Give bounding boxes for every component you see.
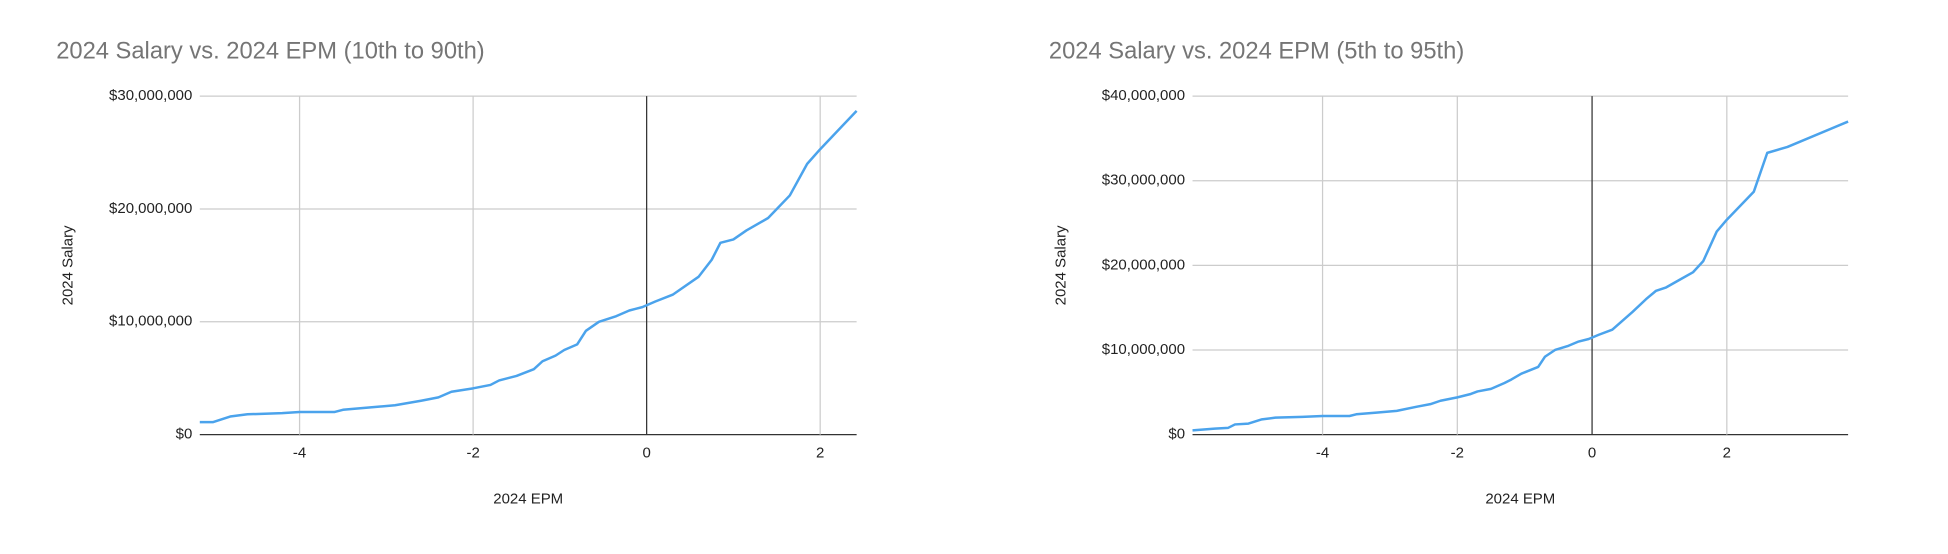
y-tick-label: $30,000,000 <box>1102 172 1185 189</box>
y-tick-label: $40,000,000 <box>1102 87 1185 104</box>
y-tick-label: $0 <box>176 426 193 443</box>
y-tick-label: $20,000,000 <box>109 200 192 217</box>
line-series <box>199 109 858 424</box>
y-tick-label: $20,000,000 <box>1102 256 1185 273</box>
chart-title: 2024 Salary vs. 2024 EPM (10th to 90th) <box>56 39 485 65</box>
x-tick-label: -2 <box>466 444 479 461</box>
x-axis-label: 2024 EPM <box>1485 490 1555 507</box>
line-series <box>1192 120 1849 432</box>
x-tick-label: 0 <box>642 444 650 461</box>
x-tick-label: 2 <box>816 444 824 461</box>
y-tick-label: $0 <box>1168 426 1185 443</box>
x-tick-label: -4 <box>1316 444 1329 461</box>
y-axis-label: 2024 Salary <box>60 225 77 305</box>
y-tick-label: $10,000,000 <box>1102 341 1185 358</box>
x-tick-label: 0 <box>1588 444 1596 461</box>
y-axis-label: 2024 Salary <box>1052 225 1069 305</box>
x-tick-label: -4 <box>293 444 306 461</box>
y-tick-label: $30,000,000 <box>109 87 192 104</box>
x-axis-label: 2024 EPM <box>493 490 563 507</box>
y-tick-label: $10,000,000 <box>109 313 192 330</box>
chart-title: 2024 Salary vs. 2024 EPM (5th to 95th) <box>1049 39 1464 65</box>
x-tick-label: -2 <box>1451 444 1464 461</box>
x-tick-label: 2 <box>1723 444 1731 461</box>
